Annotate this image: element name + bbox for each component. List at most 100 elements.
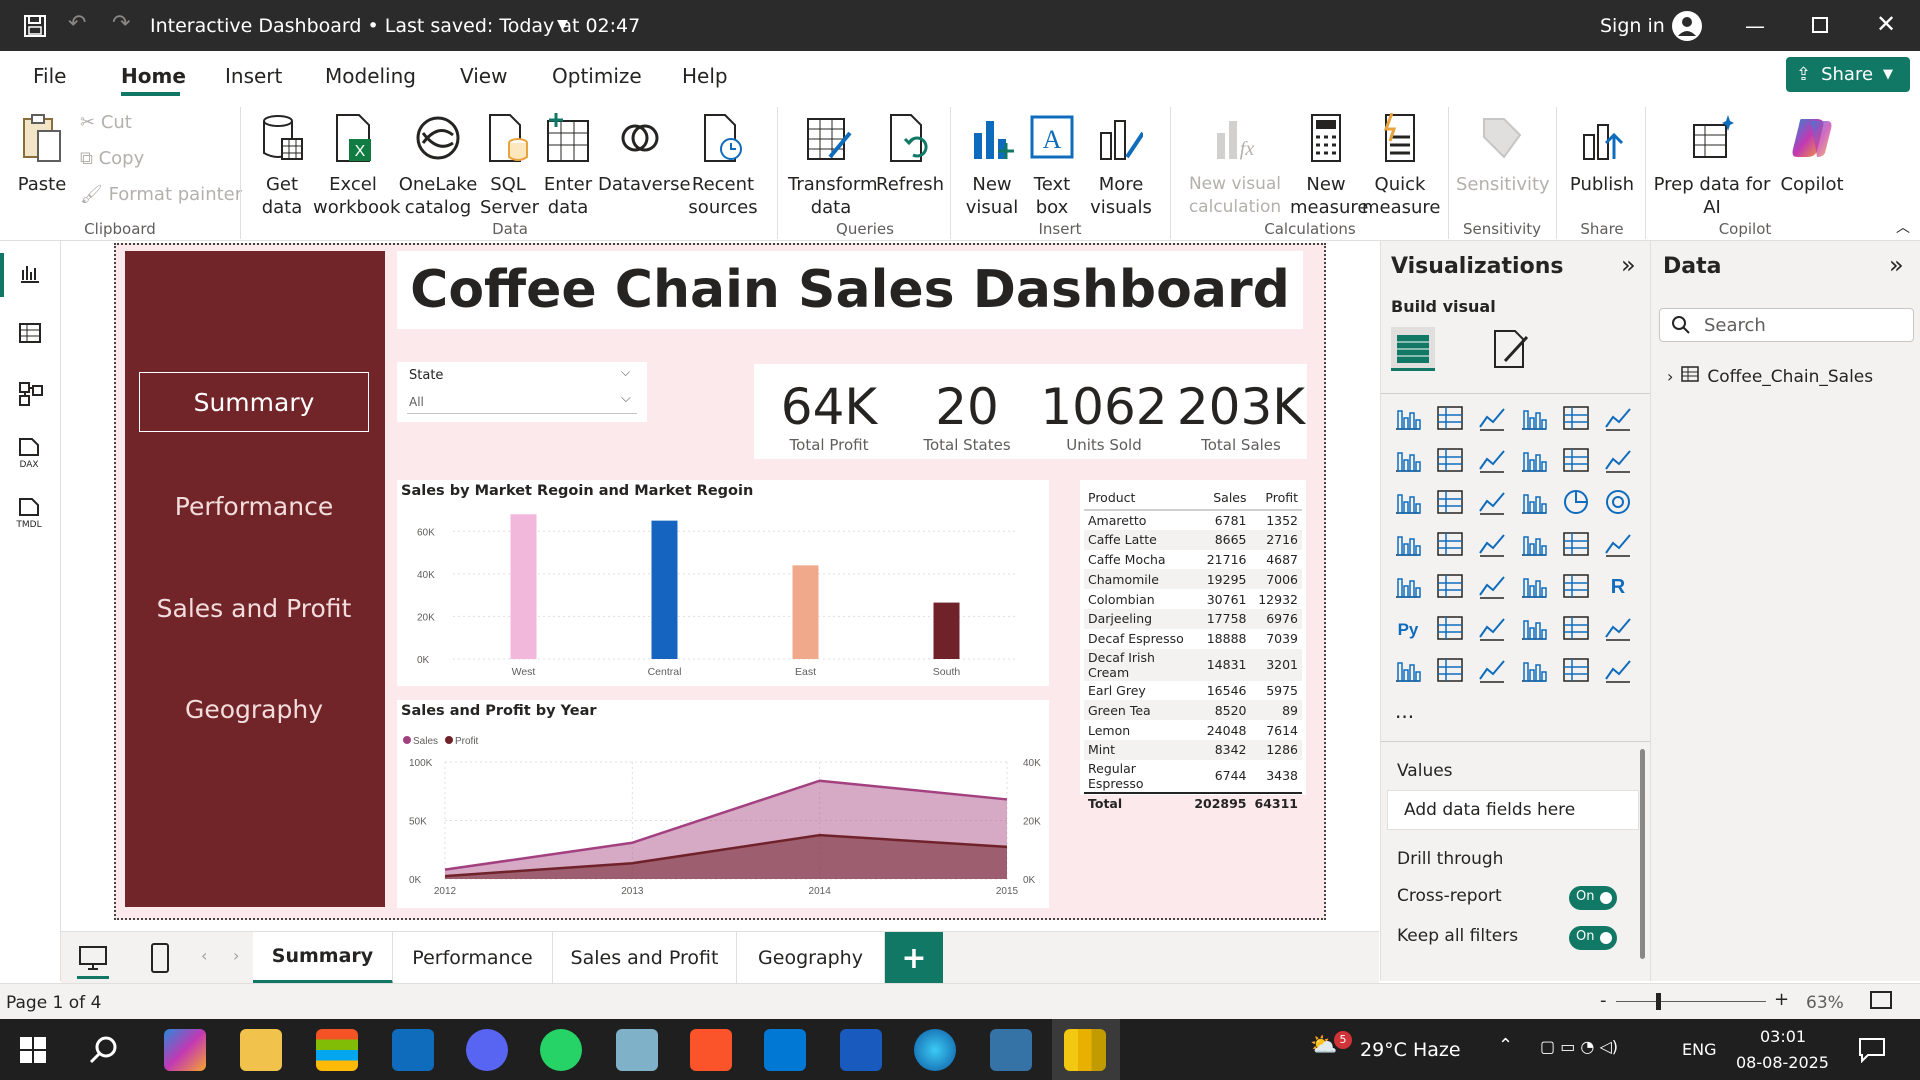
python-icon[interactable]: Py [1393, 613, 1423, 643]
tab-performance[interactable]: Performance [393, 932, 553, 984]
header-sales[interactable]: Sales [1213, 490, 1247, 505]
vscode-icon[interactable] [764, 1029, 806, 1071]
table-view-icon[interactable] [18, 321, 42, 349]
scatter-icon[interactable] [1519, 487, 1549, 517]
build-visual-tab[interactable] [1391, 327, 1435, 371]
table-row[interactable]: Amaretto 6781 1352 [1084, 510, 1302, 530]
save-icon[interactable] [22, 13, 48, 39]
table-row[interactable]: Caffe Latte 8665 2716 [1084, 529, 1302, 550]
cross-report-toggle[interactable]: On [1569, 886, 1617, 910]
line-column-icon[interactable] [1561, 445, 1591, 475]
tray-icons[interactable]: ▢ ▭ ◔ ◁) [1540, 1037, 1618, 1056]
prev-page-icon[interactable]: ‹ [201, 946, 208, 965]
powerapps-icon[interactable] [1561, 655, 1591, 685]
recent-sources-button[interactable]: Recent sources [688, 113, 758, 219]
narrative-icon[interactable] [1561, 613, 1591, 643]
table-row[interactable]: Decaf Espresso 18888 7039 [1084, 629, 1302, 649]
menu-modeling[interactable]: Modeling [325, 64, 416, 88]
discord-icon[interactable] [466, 1029, 508, 1071]
add-page-button[interactable]: + [885, 932, 943, 984]
enter-data-button[interactable]: Enter data [540, 113, 596, 219]
qa-icon[interactable] [1519, 613, 1549, 643]
chevron-down-icon[interactable]: ⌵ [621, 365, 631, 379]
bar-chart-card[interactable]: Sales by Market Regoin and Market Regoin… [397, 480, 1049, 686]
copilot-taskbar-icon[interactable] [164, 1029, 206, 1071]
line-sales[interactable] [444, 779, 1008, 871]
clustered-bar-icon[interactable] [1477, 403, 1507, 433]
more-visuals-button[interactable]: More visuals [1086, 113, 1156, 219]
search-icon[interactable] [88, 1034, 120, 1070]
dax-query-view-icon[interactable]: DAX [14, 437, 44, 470]
power-bi-icon[interactable] [1064, 1029, 1106, 1071]
key-influencers-icon[interactable] [1435, 613, 1465, 643]
more-visuals-ellipsis[interactable]: ... [1395, 699, 1415, 723]
menu-file[interactable]: File [33, 64, 67, 88]
transform-data-button[interactable]: Transform data [788, 113, 878, 219]
table-icon[interactable] [1519, 571, 1549, 601]
area-icon[interactable] [1435, 445, 1465, 475]
azure-map-icon[interactable] [1519, 529, 1549, 559]
redo-icon[interactable]: ↷ [112, 11, 131, 36]
decomposition-tree-icon[interactable] [1477, 613, 1507, 643]
matrix-icon[interactable] [1561, 571, 1591, 601]
table-row[interactable]: Green Tea 8520 89 [1084, 700, 1302, 721]
power-automate-icon[interactable] [1603, 655, 1633, 685]
header-profit[interactable]: Profit [1265, 490, 1298, 505]
zoom-in-icon[interactable]: + [1774, 989, 1790, 1010]
language-indicator[interactable]: ENG [1682, 1040, 1717, 1059]
report-view-icon[interactable] [18, 261, 42, 289]
sensitivity-button[interactable]: Sensitivity [1456, 113, 1550, 196]
menu-optimize[interactable]: Optimize [552, 64, 642, 88]
start-icon[interactable] [20, 1037, 46, 1067]
r-visual-icon[interactable]: R [1603, 571, 1633, 601]
minimize-icon[interactable]: — [1745, 14, 1765, 38]
clustered-column-icon[interactable] [1519, 403, 1549, 433]
onelake-catalog-button[interactable]: OneLake catalog [398, 113, 478, 219]
menu-view[interactable]: View [460, 64, 508, 88]
ribbon-icon[interactable] [1393, 487, 1423, 517]
donut-icon[interactable] [1603, 487, 1633, 517]
state-slicer[interactable]: State ⌵ All ⌵ [397, 362, 647, 422]
format-visual-tab[interactable] [1491, 327, 1531, 375]
tray-chevron-icon[interactable]: ⌃ [1498, 1035, 1514, 1056]
line-icon[interactable] [1393, 445, 1423, 475]
legend-label[interactable]: Sales [413, 736, 438, 747]
paste-button[interactable]: Paste [12, 113, 72, 196]
area-chart-card[interactable]: Sales and Profit by Year Sales Profit 0K 50… [397, 700, 1049, 908]
table-row[interactable]: Lemon 24048 7614 [1084, 720, 1302, 740]
outlook-icon[interactable] [392, 1029, 434, 1071]
treemap-icon[interactable] [1393, 529, 1423, 559]
table-row[interactable]: Mint 8342 1286 [1084, 739, 1302, 760]
table-row[interactable]: Earl Grey 16546 5975 [1084, 681, 1302, 701]
copy-button[interactable]: ⧉ Copy [80, 148, 145, 169]
title-dropdown-icon[interactable]: ▼ [557, 17, 568, 33]
add-fields-well[interactable]: Add data fields here [1387, 790, 1639, 830]
keep-filters-toggle[interactable]: On [1569, 926, 1617, 950]
paginated-icon[interactable] [1393, 655, 1423, 685]
area-profit[interactable] [445, 835, 1007, 879]
viz-scrollbar[interactable] [1640, 749, 1645, 959]
account-icon[interactable] [1672, 11, 1702, 41]
quick-measure-button[interactable]: Quick measure [1362, 112, 1441, 219]
line-clustered-icon[interactable] [1603, 445, 1633, 475]
card-new-icon[interactable] [1435, 655, 1465, 685]
new-measure-button[interactable]: New measure [1290, 113, 1369, 219]
goals-icon[interactable] [1603, 613, 1633, 643]
file-explorer-icon[interactable] [240, 1029, 282, 1071]
nav-performance-button[interactable]: Performance [174, 491, 334, 521]
model-view-icon[interactable] [18, 381, 44, 411]
waterfall-icon[interactable] [1435, 487, 1465, 517]
menu-help[interactable]: Help [682, 64, 728, 88]
clock-date[interactable]: 08-08-2025 [1736, 1053, 1829, 1072]
undo-icon[interactable]: ↶ [68, 11, 87, 36]
table-row[interactable]: Decaf Irish Cream 14831 3201 [1084, 648, 1302, 681]
collapse-ribbon-icon[interactable]: ︿ [1896, 220, 1910, 236]
format-painter-button[interactable]: 🖌 Format painter [80, 184, 243, 205]
table-row[interactable]: Regular Espresso 6744 3438 [1084, 760, 1302, 793]
header-product[interactable]: Product [1088, 490, 1136, 505]
brave-icon[interactable] [690, 1029, 732, 1071]
chevron-right-icon[interactable]: › [1667, 367, 1674, 386]
bar-east[interactable] [792, 565, 819, 659]
sql-server-button[interactable]: SQL Server [480, 113, 539, 219]
sign-in-link[interactable]: Sign in [1600, 15, 1665, 37]
